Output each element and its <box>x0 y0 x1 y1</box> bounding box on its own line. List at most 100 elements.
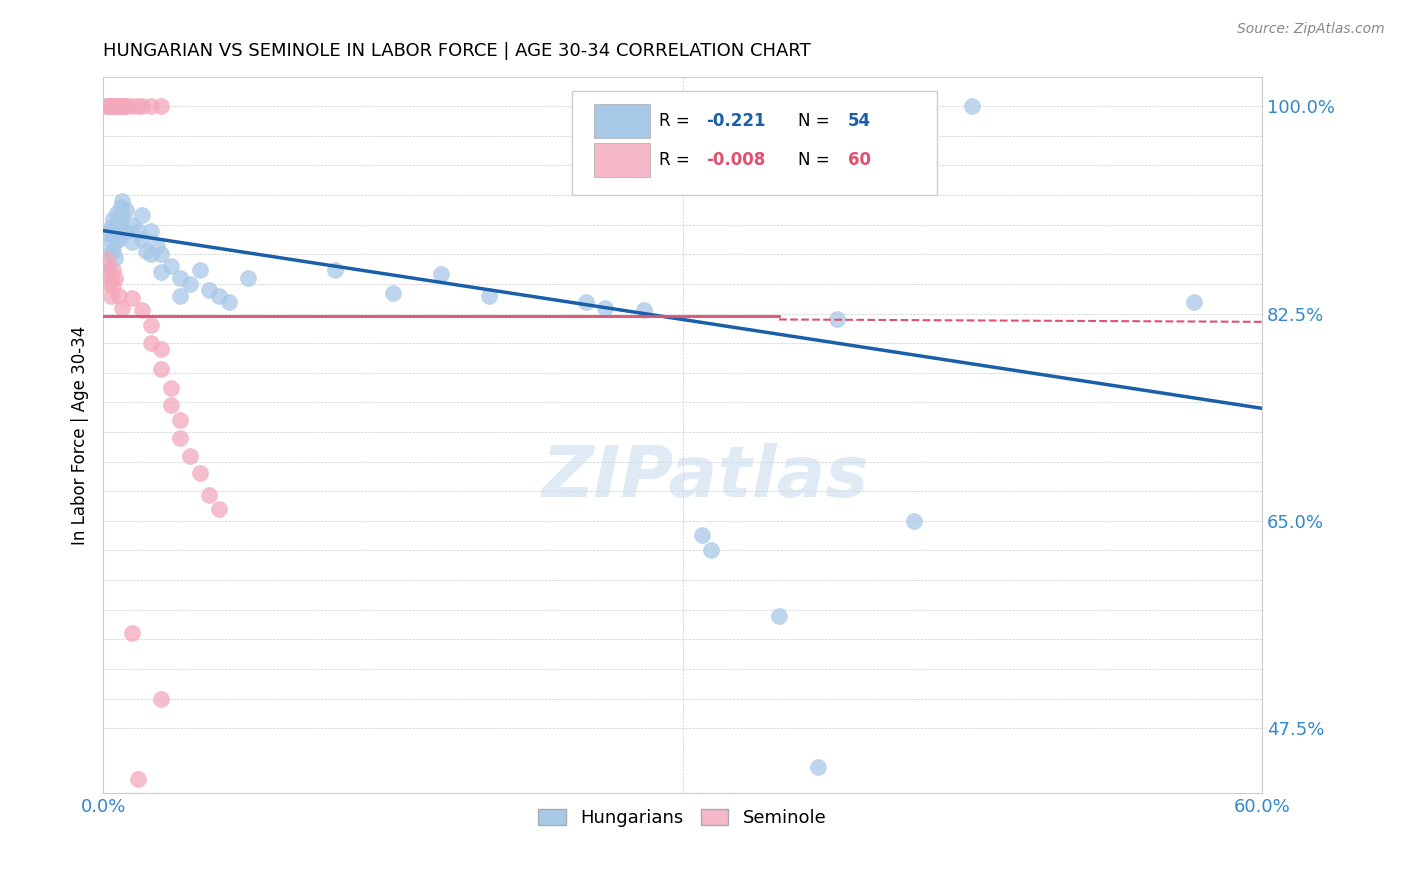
Point <box>111 301 134 315</box>
Text: Source: ZipAtlas.com: Source: ZipAtlas.com <box>1237 22 1385 37</box>
Point <box>104 251 127 265</box>
Point <box>198 283 221 297</box>
Text: -0.008: -0.008 <box>706 151 765 169</box>
Point <box>131 303 153 318</box>
Point <box>131 232 153 246</box>
Point <box>100 220 122 235</box>
Point <box>159 259 181 273</box>
Point <box>96 99 118 113</box>
FancyBboxPatch shape <box>572 91 938 194</box>
Point <box>104 99 127 113</box>
Point <box>169 271 191 285</box>
Point <box>127 99 149 113</box>
Point <box>141 99 163 113</box>
Text: R =: R = <box>659 112 696 130</box>
Point <box>115 99 138 113</box>
Point <box>188 467 211 481</box>
Point <box>100 99 122 113</box>
Point <box>159 398 181 412</box>
Point <box>121 99 143 113</box>
Text: N =: N = <box>799 112 835 130</box>
Point <box>150 265 173 279</box>
Point <box>104 99 127 113</box>
Point <box>323 262 346 277</box>
Point <box>105 224 128 238</box>
Text: ZIPatlas: ZIPatlas <box>541 443 869 513</box>
Point <box>97 99 120 113</box>
Text: 60: 60 <box>848 151 872 169</box>
Point <box>100 99 122 113</box>
Point <box>768 608 790 623</box>
Point <box>141 336 163 351</box>
Point <box>97 277 120 291</box>
Point <box>593 301 616 315</box>
Point <box>110 218 132 232</box>
Point <box>208 502 231 516</box>
Point <box>104 220 127 235</box>
Point <box>179 449 201 463</box>
Point <box>101 99 124 113</box>
Point <box>131 208 153 222</box>
Point <box>381 286 404 301</box>
Point <box>121 291 143 305</box>
Point <box>107 99 129 113</box>
Point <box>105 99 128 113</box>
Point <box>807 760 830 774</box>
FancyBboxPatch shape <box>595 103 650 138</box>
Legend: Hungarians, Seminole: Hungarians, Seminole <box>531 802 834 835</box>
Point <box>141 318 163 333</box>
Point <box>101 99 124 113</box>
Point <box>150 247 173 261</box>
Point <box>110 99 132 113</box>
Point <box>159 381 181 395</box>
Point <box>179 277 201 291</box>
Point <box>135 244 157 258</box>
Text: R =: R = <box>659 151 696 169</box>
Point <box>101 262 124 277</box>
Point <box>104 235 127 250</box>
Point <box>131 99 153 113</box>
Point <box>101 279 124 293</box>
Point <box>198 488 221 502</box>
Point <box>208 289 231 303</box>
Point <box>101 227 124 242</box>
Point <box>150 342 173 356</box>
Point <box>100 99 122 113</box>
Point <box>700 543 723 558</box>
Point <box>110 200 132 214</box>
Point <box>236 271 259 285</box>
Point <box>141 224 163 238</box>
Point <box>97 262 120 277</box>
Point <box>218 294 240 309</box>
Point <box>169 289 191 303</box>
Point <box>115 203 138 218</box>
Point <box>111 208 134 222</box>
Point <box>97 262 120 277</box>
Point <box>960 99 983 113</box>
Text: -0.221: -0.221 <box>706 112 765 130</box>
Point <box>150 99 173 113</box>
Point <box>188 262 211 277</box>
Point <box>101 99 124 113</box>
FancyBboxPatch shape <box>595 143 650 177</box>
Point <box>127 224 149 238</box>
Point <box>104 271 127 285</box>
Point <box>96 99 118 113</box>
Point <box>107 215 129 229</box>
Point <box>97 247 120 261</box>
Point <box>141 247 163 261</box>
Point <box>150 362 173 376</box>
Point <box>430 268 453 282</box>
Point <box>575 294 598 309</box>
Point <box>1182 294 1205 309</box>
Point <box>96 253 118 268</box>
Point <box>111 99 134 113</box>
Point <box>478 289 501 303</box>
Point <box>115 224 138 238</box>
Point <box>690 528 713 542</box>
Point <box>903 514 925 528</box>
Point <box>101 211 124 226</box>
Point <box>107 289 129 303</box>
Point <box>96 99 118 113</box>
Point <box>825 312 848 326</box>
